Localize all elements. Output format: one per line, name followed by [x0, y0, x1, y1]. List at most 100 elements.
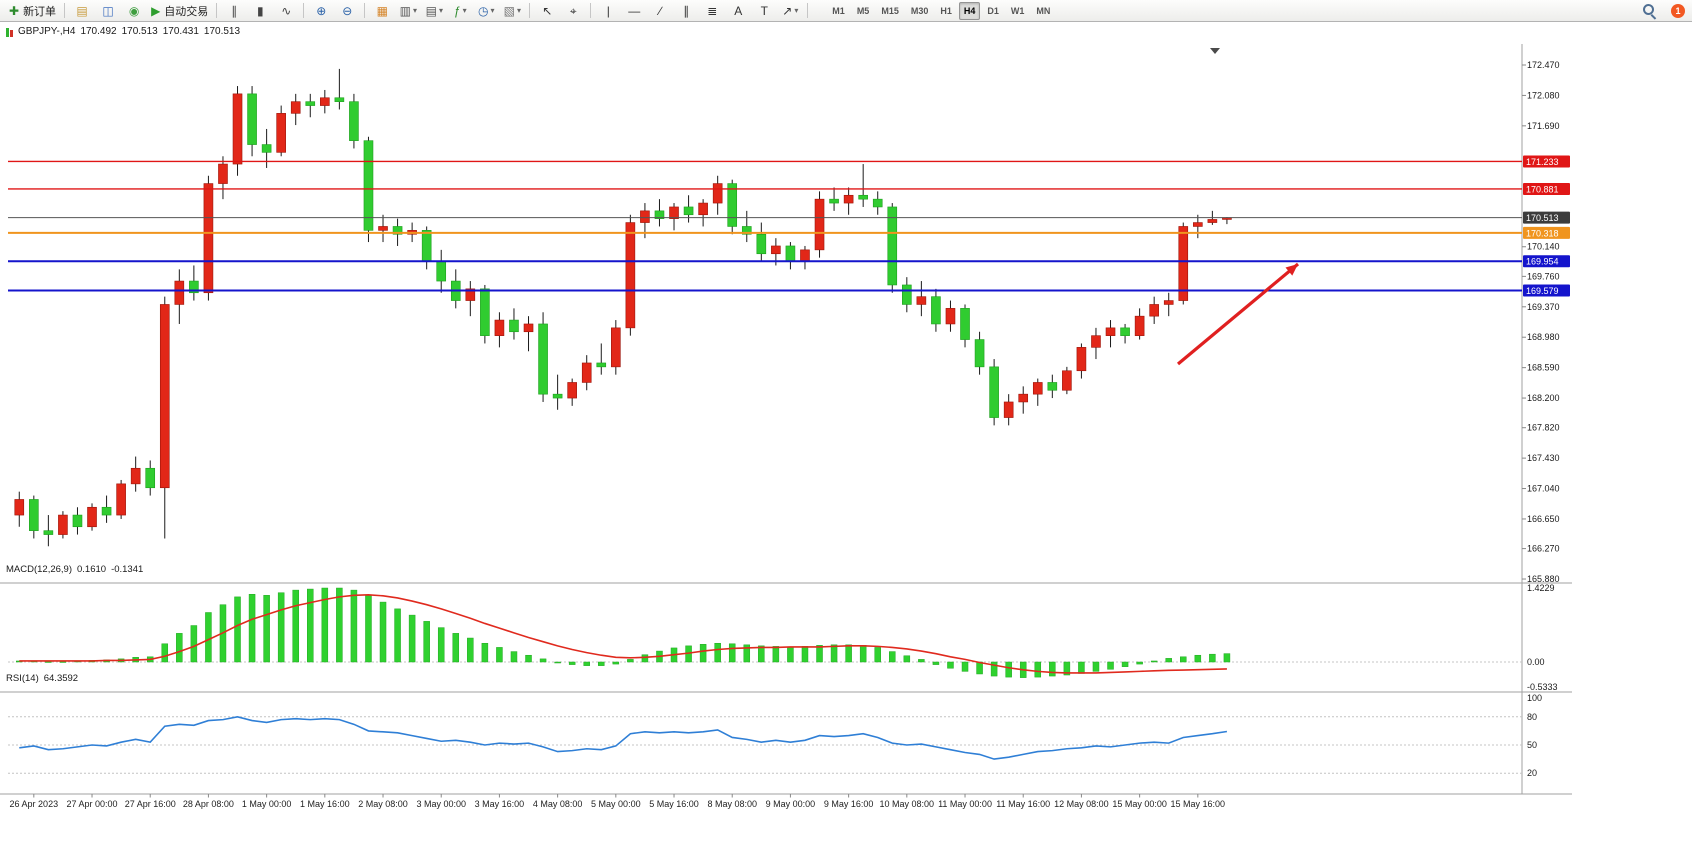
zoom-out-icon[interactable]: ⊖: [335, 1, 359, 21]
vertical-line-icon[interactable]: |: [596, 1, 620, 21]
timeframe-m1[interactable]: M1: [832, 5, 845, 16]
charts-folder-icon[interactable]: ▤: [70, 1, 94, 21]
profiles-icon[interactable]: ▤ ▾: [422, 1, 446, 21]
price-tick-label: 171.690: [1527, 121, 1560, 131]
rsi-value: 64.3592: [43, 673, 79, 684]
price-tick-label: 166.270: [1527, 544, 1560, 554]
timeframe-w1[interactable]: W1: [1010, 5, 1025, 16]
symbol-period-label: GBPJPY-,H4: [18, 26, 76, 37]
crosshair-icon[interactable]: ⌖: [561, 1, 585, 21]
timeframe-d1[interactable]: D1: [987, 5, 999, 16]
crosshair-icon: ⌖: [569, 3, 577, 18]
candle: [960, 304, 970, 348]
text-label-icon[interactable]: T: [752, 1, 776, 21]
macd-main-value: 0.1610: [77, 564, 107, 575]
trendline-icon[interactable]: ∕: [648, 1, 672, 21]
equidistant-channel-icon[interactable]: ∥: [674, 1, 698, 21]
candle: [320, 89, 330, 114]
indicators-icon[interactable]: ƒ ▾: [448, 1, 472, 21]
tile-windows-icon[interactable]: ▦: [370, 1, 394, 21]
market-watch-icon: ◉: [128, 3, 140, 18]
toolbar-separator: [590, 3, 592, 18]
timeframe-group: M1 M5 M15 M30 H1 H4 D1 W1 MN: [826, 1, 1056, 20]
candle: [203, 175, 214, 301]
timeframe-m5[interactable]: M5: [856, 5, 870, 16]
timeframe-h1[interactable]: H1: [940, 5, 952, 16]
chart-shift-marker[interactable]: [1210, 48, 1220, 54]
candle: [14, 491, 25, 527]
line-chart-icon[interactable]: ∿: [274, 1, 298, 21]
time-tick-label: 10 May 08:00: [880, 799, 935, 809]
rsi-axis-label: 20: [1527, 768, 1537, 778]
timeframe-h4[interactable]: H4: [958, 1, 981, 20]
svg-text:170.513: 170.513: [1526, 213, 1559, 223]
price-tick-label: 168.200: [1527, 393, 1560, 403]
chart-canvas[interactable]: 172.470 172.080 171.690 170.140 169.760 169.3…: [0, 22, 1572, 814]
time-tick-label: 4 May 08:00: [533, 799, 583, 809]
bar-chart-icon[interactable]: ∥: [222, 1, 246, 21]
candle: [538, 312, 548, 402]
timeframe-mn[interactable]: MN: [1036, 5, 1051, 16]
dropdown-caret-icon[interactable]: ▾: [516, 6, 521, 15]
chart-window[interactable]: 172.470 172.080 171.690 170.140 169.760 169.3…: [0, 22, 1572, 814]
dropdown-caret-icon[interactable]: ▾: [490, 6, 495, 15]
toolbar-button-group: ✚ 新订单 ▤ ◫ ◉ ▶ 自动交易 ∥ ▮ ∿ ⊕ ⊖ ▦ ▥ ▾ ▤ ▾ ƒ ▾ ◷ ▾ ▧ ▾ ↖ ⌖ | — ∕ ∥ ≣ A T ↗ ▾: [5, 1, 812, 21]
candle: [159, 296, 170, 539]
text-label-icon: T: [760, 3, 768, 18]
macd-axis-label: 1.4229: [1527, 583, 1555, 593]
price-scale[interactable]: 172.470 172.080 171.690 170.140 169.760 169.3…: [1522, 60, 1570, 584]
candlestick-chart-icon[interactable]: ▮: [248, 1, 272, 21]
market-watch-icon[interactable]: ◉: [122, 1, 146, 21]
cursor-icon[interactable]: ↖: [535, 1, 559, 21]
time-tick-label: 1 May 16:00: [300, 799, 350, 809]
time-tick-label: 5 May 16:00: [649, 799, 699, 809]
charts-folder-icon: ▤: [76, 3, 88, 18]
toolbar-separator: [216, 3, 218, 18]
candle: [611, 320, 621, 375]
trend-arrow[interactable]: [1176, 262, 1300, 366]
equidistant-channel-icon: ∥: [683, 3, 690, 18]
dropdown-caret-icon[interactable]: ▾: [794, 6, 799, 15]
candle: [858, 164, 868, 207]
candle: [727, 179, 738, 235]
zoom-in-icon[interactable]: ⊕: [309, 1, 333, 21]
dropdown-caret-icon[interactable]: ▾: [438, 6, 443, 15]
time-tick-label: 15 May 00:00: [1112, 799, 1167, 809]
fibonacci-icon[interactable]: ≣: [700, 1, 724, 21]
candle: [334, 68, 345, 110]
period-icon: ◷: [478, 3, 489, 18]
dropdown-caret-icon[interactable]: ▾: [462, 6, 467, 15]
profile-icon[interactable]: ◫: [96, 1, 120, 21]
notification-badge[interactable]: 1: [1671, 3, 1685, 18]
price-tick-label: 166.650: [1527, 514, 1560, 524]
candle: [247, 86, 257, 157]
dropdown-caret-icon[interactable]: ▾: [412, 6, 417, 15]
bar-chart-icon: ∥: [231, 3, 238, 18]
new-chart-icon[interactable]: ▥ ▾: [396, 1, 420, 21]
timeframe-m15[interactable]: M15: [881, 5, 899, 16]
timeframe-m30[interactable]: M30: [910, 5, 929, 16]
candle: [101, 495, 112, 523]
new-order-button[interactable]: ✚ 新订单: [6, 1, 59, 21]
time-tick-label: 27 Apr 00:00: [66, 799, 117, 809]
time-axis[interactable]: 26 Apr 2023 27 Apr 00:00 27 Apr 16:00 28 Ap…: [10, 794, 1226, 809]
price-tick-label: 167.820: [1527, 423, 1560, 433]
candle: [712, 175, 723, 215]
text-icon[interactable]: A: [726, 1, 750, 21]
horizontal-line-icon[interactable]: —: [622, 1, 646, 21]
period-icon[interactable]: ◷ ▾: [474, 1, 498, 21]
rsi-axis-label: 80: [1527, 712, 1537, 722]
candlestick-mini-icon: [6, 27, 13, 37]
svg-text:170.881: 170.881: [1526, 184, 1559, 194]
line-chart-icon: ∿: [281, 3, 292, 18]
search-icon[interactable]: [1639, 1, 1670, 21]
autotrading-button[interactable]: ▶ 自动交易: [148, 1, 211, 21]
candle: [450, 269, 461, 309]
cursor-icon: ↖: [542, 3, 553, 18]
templates-icon[interactable]: ▧ ▾: [500, 1, 524, 21]
macd-signal-line: [19, 593, 1227, 674]
arrows-icon[interactable]: ↗ ▾: [778, 1, 802, 21]
candle: [480, 284, 490, 344]
price-badge: 170.881: [1523, 182, 1570, 195]
